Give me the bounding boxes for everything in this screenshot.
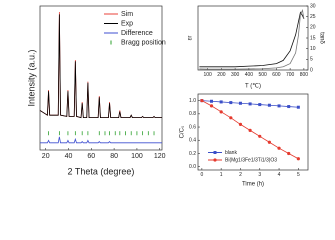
point (200, 99, 204, 103)
point (209, 104, 214, 108)
point (229, 101, 233, 105)
x-tick-label: 100 (203, 72, 212, 78)
y-tick-label: 0.0 (189, 164, 196, 170)
y-tick-label: 0.2 (189, 151, 196, 157)
point (248, 102, 252, 106)
legend-label: Bragg position (121, 39, 166, 46)
x-tick-label: 3 (258, 172, 261, 178)
point (219, 100, 223, 104)
y2-tick-label: 25 (310, 14, 316, 20)
point (287, 151, 291, 156)
x-tick-label: 700 (286, 72, 295, 78)
series-line (199, 8, 305, 70)
y2-tick-label: 10 (310, 46, 316, 52)
series-line (40, 136, 162, 144)
point (258, 134, 262, 138)
point (219, 110, 223, 114)
y-tick-label: 0.6 (189, 124, 196, 130)
x-tick-label: 2 (239, 172, 242, 178)
point (229, 116, 233, 120)
point (258, 103, 262, 107)
plot-frame (39, 5, 163, 151)
series-line (199, 11, 305, 68)
y2-axis-label: tanδ (318, 32, 324, 44)
point (238, 101, 242, 105)
point (210, 99, 214, 103)
legend-label: Exp (121, 20, 133, 27)
x-tick-label: 4 (278, 172, 281, 178)
legend-marker (213, 151, 217, 154)
x-tick-label: 800 (300, 72, 309, 78)
plot-frame (197, 93, 309, 171)
point (248, 128, 252, 132)
y-tick-label: 0.8 (189, 111, 196, 117)
x-tick-label: 80 (110, 153, 118, 160)
legend-label: Difference (121, 30, 153, 37)
x-tick-label: 200 (217, 72, 226, 78)
point (296, 105, 300, 109)
point (277, 104, 281, 108)
y-tick-label: 0.4 (189, 138, 196, 144)
x-tick-label: 400 (245, 72, 254, 78)
x-tick-label: 60 (87, 153, 95, 160)
y2-tick-label: 30 (310, 3, 316, 9)
y2-tick-label: 0 (310, 67, 313, 73)
point (277, 146, 281, 150)
point (267, 140, 272, 144)
point (287, 105, 291, 109)
x-tick-label: 1 (220, 172, 223, 178)
x-tick-label: 5 (297, 172, 300, 178)
x-tick-label: 40 (65, 153, 73, 160)
y2-tick-label: 5 (310, 57, 313, 63)
x-tick-label: 300 (231, 72, 240, 78)
y-axis-label: Intensity (a.u.) (26, 49, 36, 106)
x-tick-label: 0 (200, 172, 203, 178)
point (267, 103, 271, 107)
legend-label: Bi(Mg1/3Fe1/3Ti1/3)O3 (225, 157, 277, 163)
y2-tick-label: 20 (310, 25, 316, 31)
series-line (39, 14, 162, 119)
y-tick-label: 1.0 (189, 98, 196, 104)
y-axis-label: εr (188, 36, 194, 41)
point (238, 122, 243, 126)
legend-label: blank (225, 150, 237, 156)
x-axis-label: T (℃) (245, 84, 261, 90)
y-axis-label: C/C₀ (180, 125, 186, 138)
x-tick-label: 600 (272, 72, 281, 78)
legend-marker (213, 158, 217, 162)
x-tick-label: 100 (131, 153, 143, 160)
x-tick-label: 120 (154, 153, 166, 160)
x-axis-label: 2 Theta (degree) (68, 166, 135, 176)
x-axis-label: Time (h) (242, 182, 264, 188)
y2-tick-label: 15 (310, 35, 316, 41)
x-tick-label: 20 (42, 153, 50, 160)
x-tick-label: 500 (258, 72, 267, 78)
legend-label: Sim (121, 11, 133, 18)
point (296, 157, 300, 161)
